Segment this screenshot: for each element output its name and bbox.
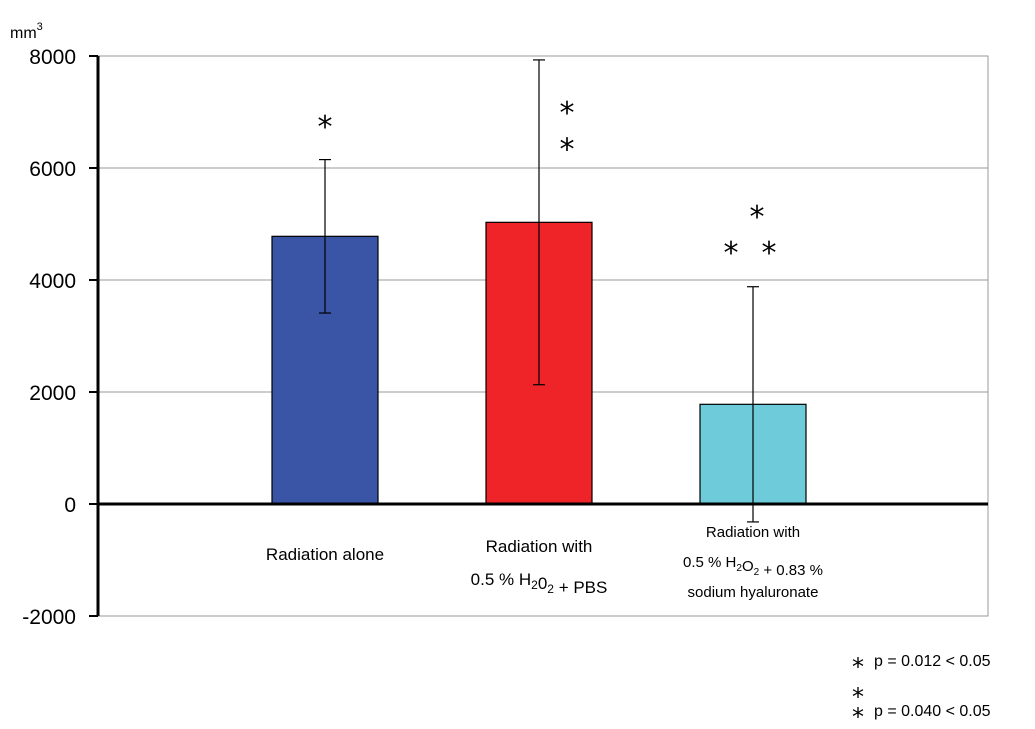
category-label: 0.5 % H202 + PBS bbox=[471, 570, 608, 597]
category-label: Radiation with bbox=[486, 537, 593, 556]
significance-star: * bbox=[560, 133, 575, 168]
category-labels: Radiation alone Radiation with 0.5 % H202 … bbox=[266, 524, 823, 601]
category-label: sodium hyaluronate bbox=[688, 584, 819, 601]
category-label: Radiation with bbox=[706, 524, 800, 541]
y-tick-label: 4000 bbox=[29, 270, 76, 293]
y-tick-label: 0 bbox=[64, 494, 76, 517]
error-bars bbox=[319, 59, 759, 523]
significance-star: * bbox=[762, 236, 777, 271]
legend-text: p = 0.012 < 0.05 bbox=[874, 653, 991, 670]
significance-star: * bbox=[560, 96, 575, 131]
y-tick-labels: -2000 0 2000 4000 6000 8000 bbox=[22, 46, 98, 629]
legend-star: * bbox=[852, 653, 864, 681]
y-tick-label: 2000 bbox=[29, 382, 76, 405]
legend-star: * bbox=[852, 703, 864, 729]
legend-text: p = 0.040 < 0.05 bbox=[874, 703, 991, 720]
category-label: 0.5 % H2O2 + 0.83 % bbox=[683, 554, 823, 579]
significance-star: * bbox=[318, 110, 333, 145]
significance-star: * bbox=[750, 200, 765, 235]
significance-star: * bbox=[724, 236, 739, 271]
y-tick-label: -2000 bbox=[22, 606, 76, 629]
category-label: Radiation alone bbox=[266, 545, 384, 564]
y-unit-label: mm3 bbox=[10, 21, 43, 42]
legend-star: * bbox=[852, 683, 864, 711]
legend: * p = 0.012 < 0.05** p = 0.040 < 0.05 bbox=[852, 653, 991, 729]
significance-marks: * **** * bbox=[318, 96, 777, 271]
y-tick-label: 8000 bbox=[29, 46, 76, 69]
y-tick-label: 6000 bbox=[29, 158, 76, 181]
